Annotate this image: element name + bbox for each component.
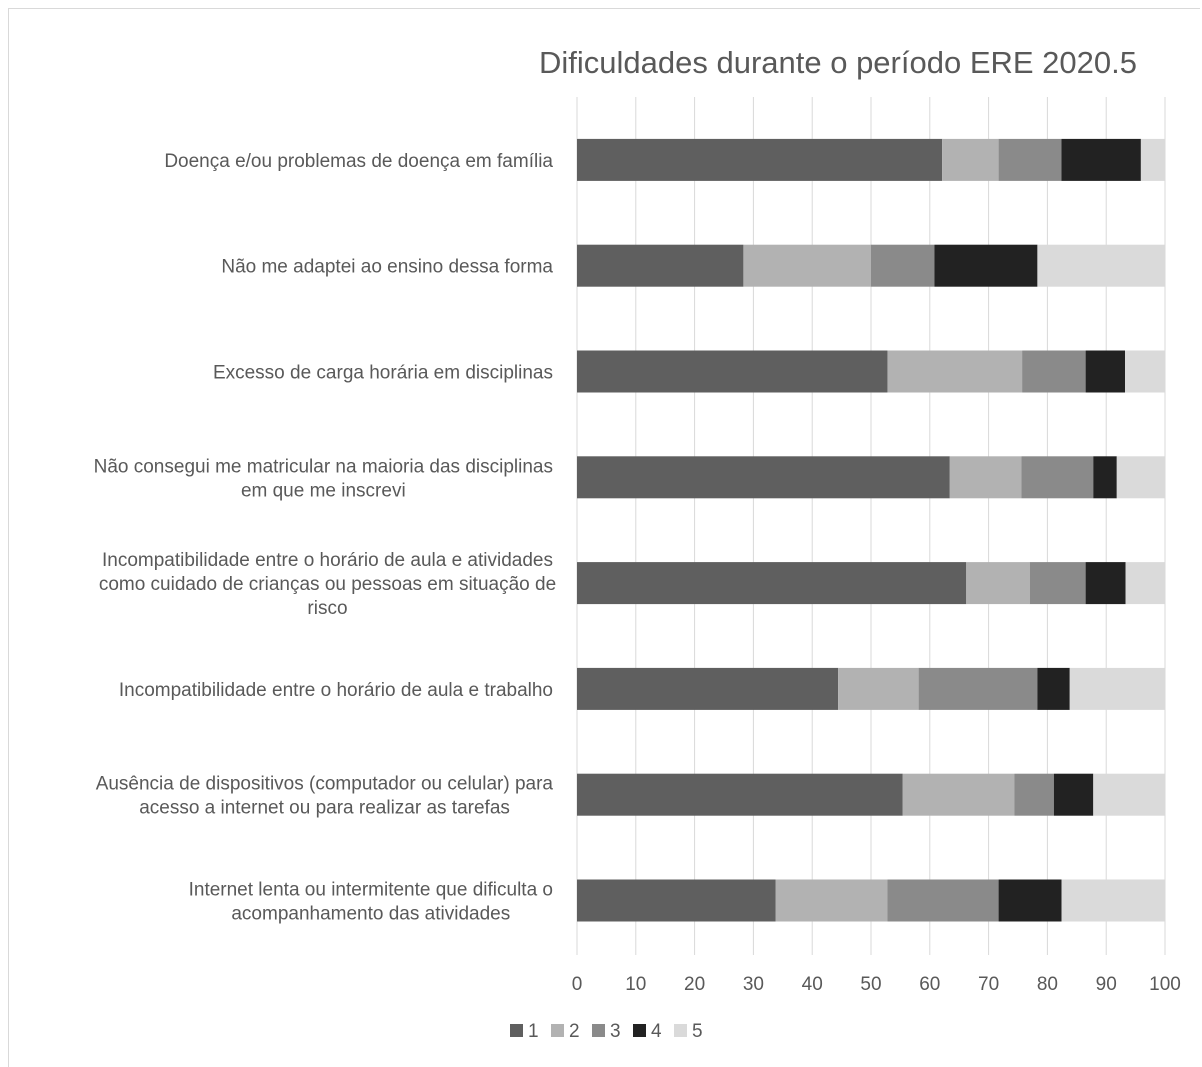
x-tick-label: 50	[860, 974, 881, 995]
category-label: em que me inscrevi	[241, 480, 406, 501]
x-tick-label: 80	[1037, 974, 1058, 995]
category-label: acesso a internet ou para realizar as ta…	[139, 798, 510, 819]
bar-segment	[577, 244, 744, 287]
legend-swatch	[674, 1024, 687, 1037]
bar-segment	[577, 562, 967, 605]
category-label: Incompatibilidade entre o horário de aul…	[102, 550, 553, 571]
x-tick-label: 0	[572, 974, 583, 995]
category-label: Excesso de carga horária em disciplinas	[213, 363, 553, 384]
category-label: Internet lenta ou intermitente que dific…	[189, 880, 553, 901]
bar-segment	[871, 244, 935, 287]
bar-segment	[1037, 244, 1165, 287]
bar-segment	[577, 350, 888, 393]
bar-segment	[902, 773, 1015, 816]
bar-segment	[966, 562, 1030, 605]
category-label: Incompatibilidade entre o horário de aul…	[119, 680, 553, 701]
bars	[577, 138, 1165, 922]
legend-label: 2	[569, 1021, 580, 1042]
bar-segment	[775, 879, 888, 922]
gridlines	[576, 97, 1166, 955]
chart-frame	[8, 8, 1200, 1067]
category-label: risco	[307, 598, 347, 619]
bar-segment	[1093, 456, 1117, 499]
legend-swatch	[551, 1024, 564, 1037]
x-tick-label: 40	[802, 974, 823, 995]
category-label: como cuidado de crianças ou pessoas em s…	[99, 574, 556, 595]
category-label: acompanhamento das atividades	[231, 904, 510, 925]
bar-segment	[1085, 562, 1126, 605]
bar-segment	[1021, 456, 1094, 499]
category-labels: Doença e/ou problemas de doença em famíl…	[94, 151, 557, 925]
bar-segment	[887, 879, 999, 922]
x-tick-label: 100	[1149, 974, 1181, 995]
bar-segment	[1014, 773, 1054, 816]
legend-label: 1	[528, 1021, 539, 1042]
bar-segment	[949, 456, 1022, 499]
x-axis-ticks: 0 10 20 30 40 50 60 70 80 90 100	[572, 974, 1181, 995]
bar-segment	[998, 879, 1062, 922]
category-label: Não me adaptei ao ensino dessa forma	[221, 257, 553, 278]
x-tick-label: 70	[978, 974, 999, 995]
bar-segment	[887, 350, 1023, 393]
bar-segment	[918, 667, 1038, 710]
x-tick-label: 20	[684, 974, 705, 995]
bar-segment	[1085, 350, 1126, 393]
bar-segment	[743, 244, 871, 287]
bar-segment	[1053, 773, 1094, 816]
bar-segment	[1125, 562, 1165, 605]
bar-segment	[1061, 138, 1141, 181]
bar-segment	[998, 138, 1062, 181]
bar-segment	[942, 138, 999, 181]
bar-segment	[1069, 667, 1165, 710]
bar-segment	[1116, 456, 1165, 499]
category-label: Ausência de dispositivos (computador ou …	[96, 774, 554, 795]
category-label: Doença e/ou problemas de doença em famíl…	[164, 151, 553, 172]
bar-segment	[838, 667, 919, 710]
legend-label: 5	[692, 1021, 703, 1042]
x-tick-label: 60	[919, 974, 940, 995]
x-tick-label: 90	[1096, 974, 1117, 995]
legend: 1 2 3 4 5	[510, 1021, 703, 1042]
bar-segment	[1061, 879, 1165, 922]
bar-segment	[1022, 350, 1086, 393]
bar-segment	[577, 667, 839, 710]
bar-segment	[1125, 350, 1165, 393]
bar-segment	[1140, 138, 1165, 181]
legend-swatch	[592, 1024, 605, 1037]
bar-segment	[1029, 562, 1086, 605]
chart-title: Dificuldades durante o período ERE 2020.…	[539, 45, 1137, 80]
bar-segment	[1037, 667, 1070, 710]
legend-label: 4	[651, 1021, 662, 1042]
category-label: Não consegui me matricular na maioria da…	[94, 456, 553, 477]
x-tick-label: 30	[743, 974, 764, 995]
legend-swatch	[633, 1024, 646, 1037]
legend-label: 3	[610, 1021, 621, 1042]
x-tick-label: 10	[625, 974, 646, 995]
bar-segment	[577, 138, 943, 181]
bar-segment	[577, 879, 776, 922]
bar-segment	[577, 773, 903, 816]
bar-segment	[1093, 773, 1165, 816]
legend-swatch	[510, 1024, 523, 1037]
bar-segment	[934, 244, 1038, 287]
bar-segment	[577, 456, 950, 499]
